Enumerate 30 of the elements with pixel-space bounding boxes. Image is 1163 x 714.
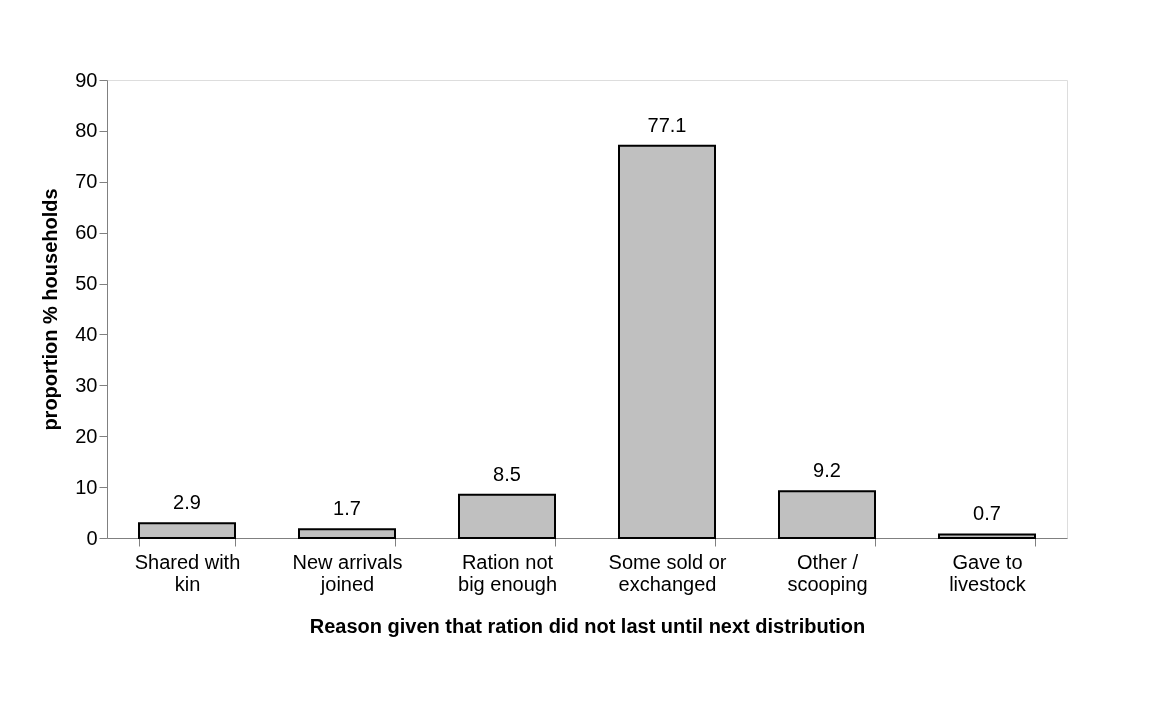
y-tick-label: 10 [75, 475, 98, 498]
y-tick-label: 30 [75, 373, 98, 396]
x-tick-label: Gave to livestock [949, 550, 1027, 595]
x-tick-label: Some sold or exchanged [608, 550, 727, 595]
data-label: 0.7 [973, 502, 1001, 525]
x-axis-title: Reason given that ration did not last until next distribution [309, 614, 866, 637]
y-tick-label: 50 [75, 272, 98, 295]
bar [298, 528, 396, 539]
x-tick-label: Ration not big enough [458, 550, 557, 595]
data-label: 2.9 [173, 491, 201, 514]
bar [618, 144, 716, 539]
y-tick-label: 90 [75, 68, 98, 91]
y-tick-label: 0 [86, 526, 98, 549]
y-tick-label: 60 [75, 221, 98, 244]
bar [138, 522, 236, 539]
bar [938, 533, 1036, 539]
y-tick-label: 70 [75, 170, 98, 193]
x-tick-label: Shared with kin [134, 550, 241, 595]
y-tick-label: 40 [75, 322, 98, 345]
bar [458, 493, 556, 539]
data-label: 77.1 [647, 113, 687, 136]
data-label: 8.5 [493, 462, 521, 485]
data-label: 1.7 [333, 497, 361, 520]
x-tick-label: Other / scooping [787, 550, 868, 595]
y-axis-title: proportion % households [39, 188, 62, 431]
x-tick-label: New arrivals joined [292, 550, 403, 595]
data-label: 9.2 [813, 459, 841, 482]
y-tick-label: 80 [75, 119, 98, 142]
y-tick-label: 20 [75, 424, 98, 447]
bar [778, 490, 876, 539]
